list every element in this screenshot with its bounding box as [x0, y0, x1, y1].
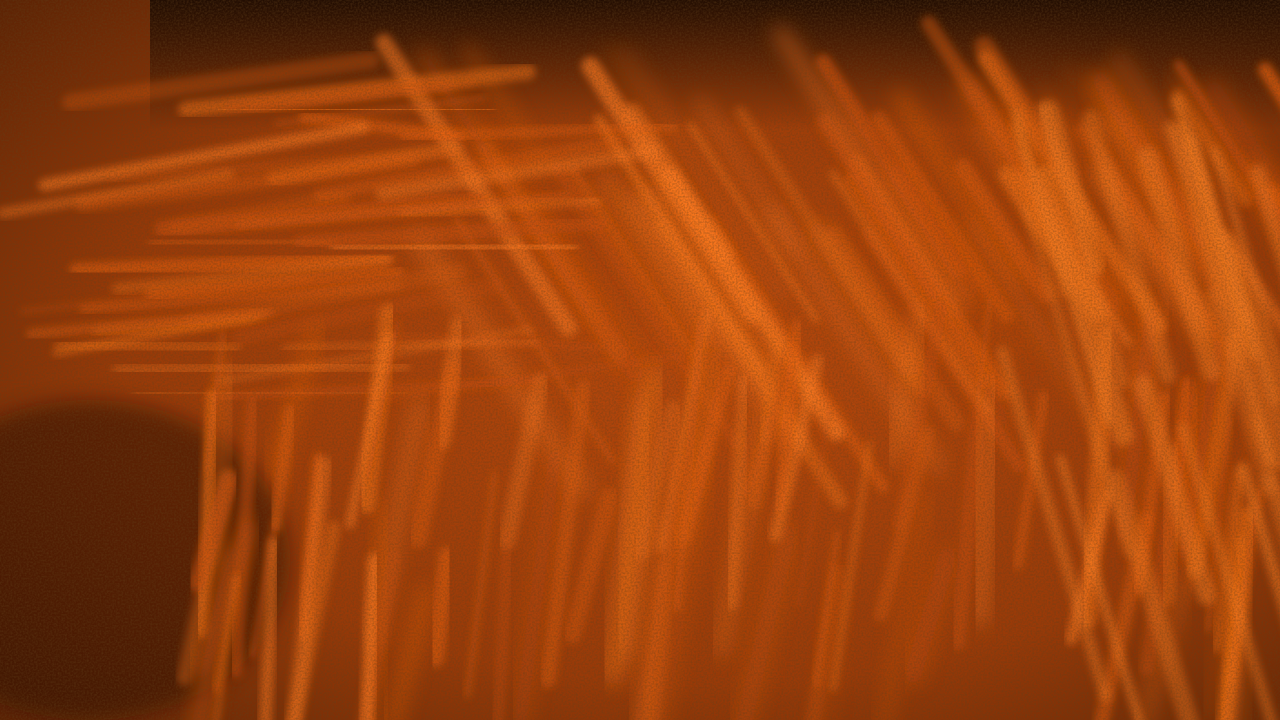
page: (() => { JSON.parse(document.getElementB…	[0, 0, 1280, 720]
image	[0, 0, 1280, 720]
grain	[0, 0, 1280, 720]
